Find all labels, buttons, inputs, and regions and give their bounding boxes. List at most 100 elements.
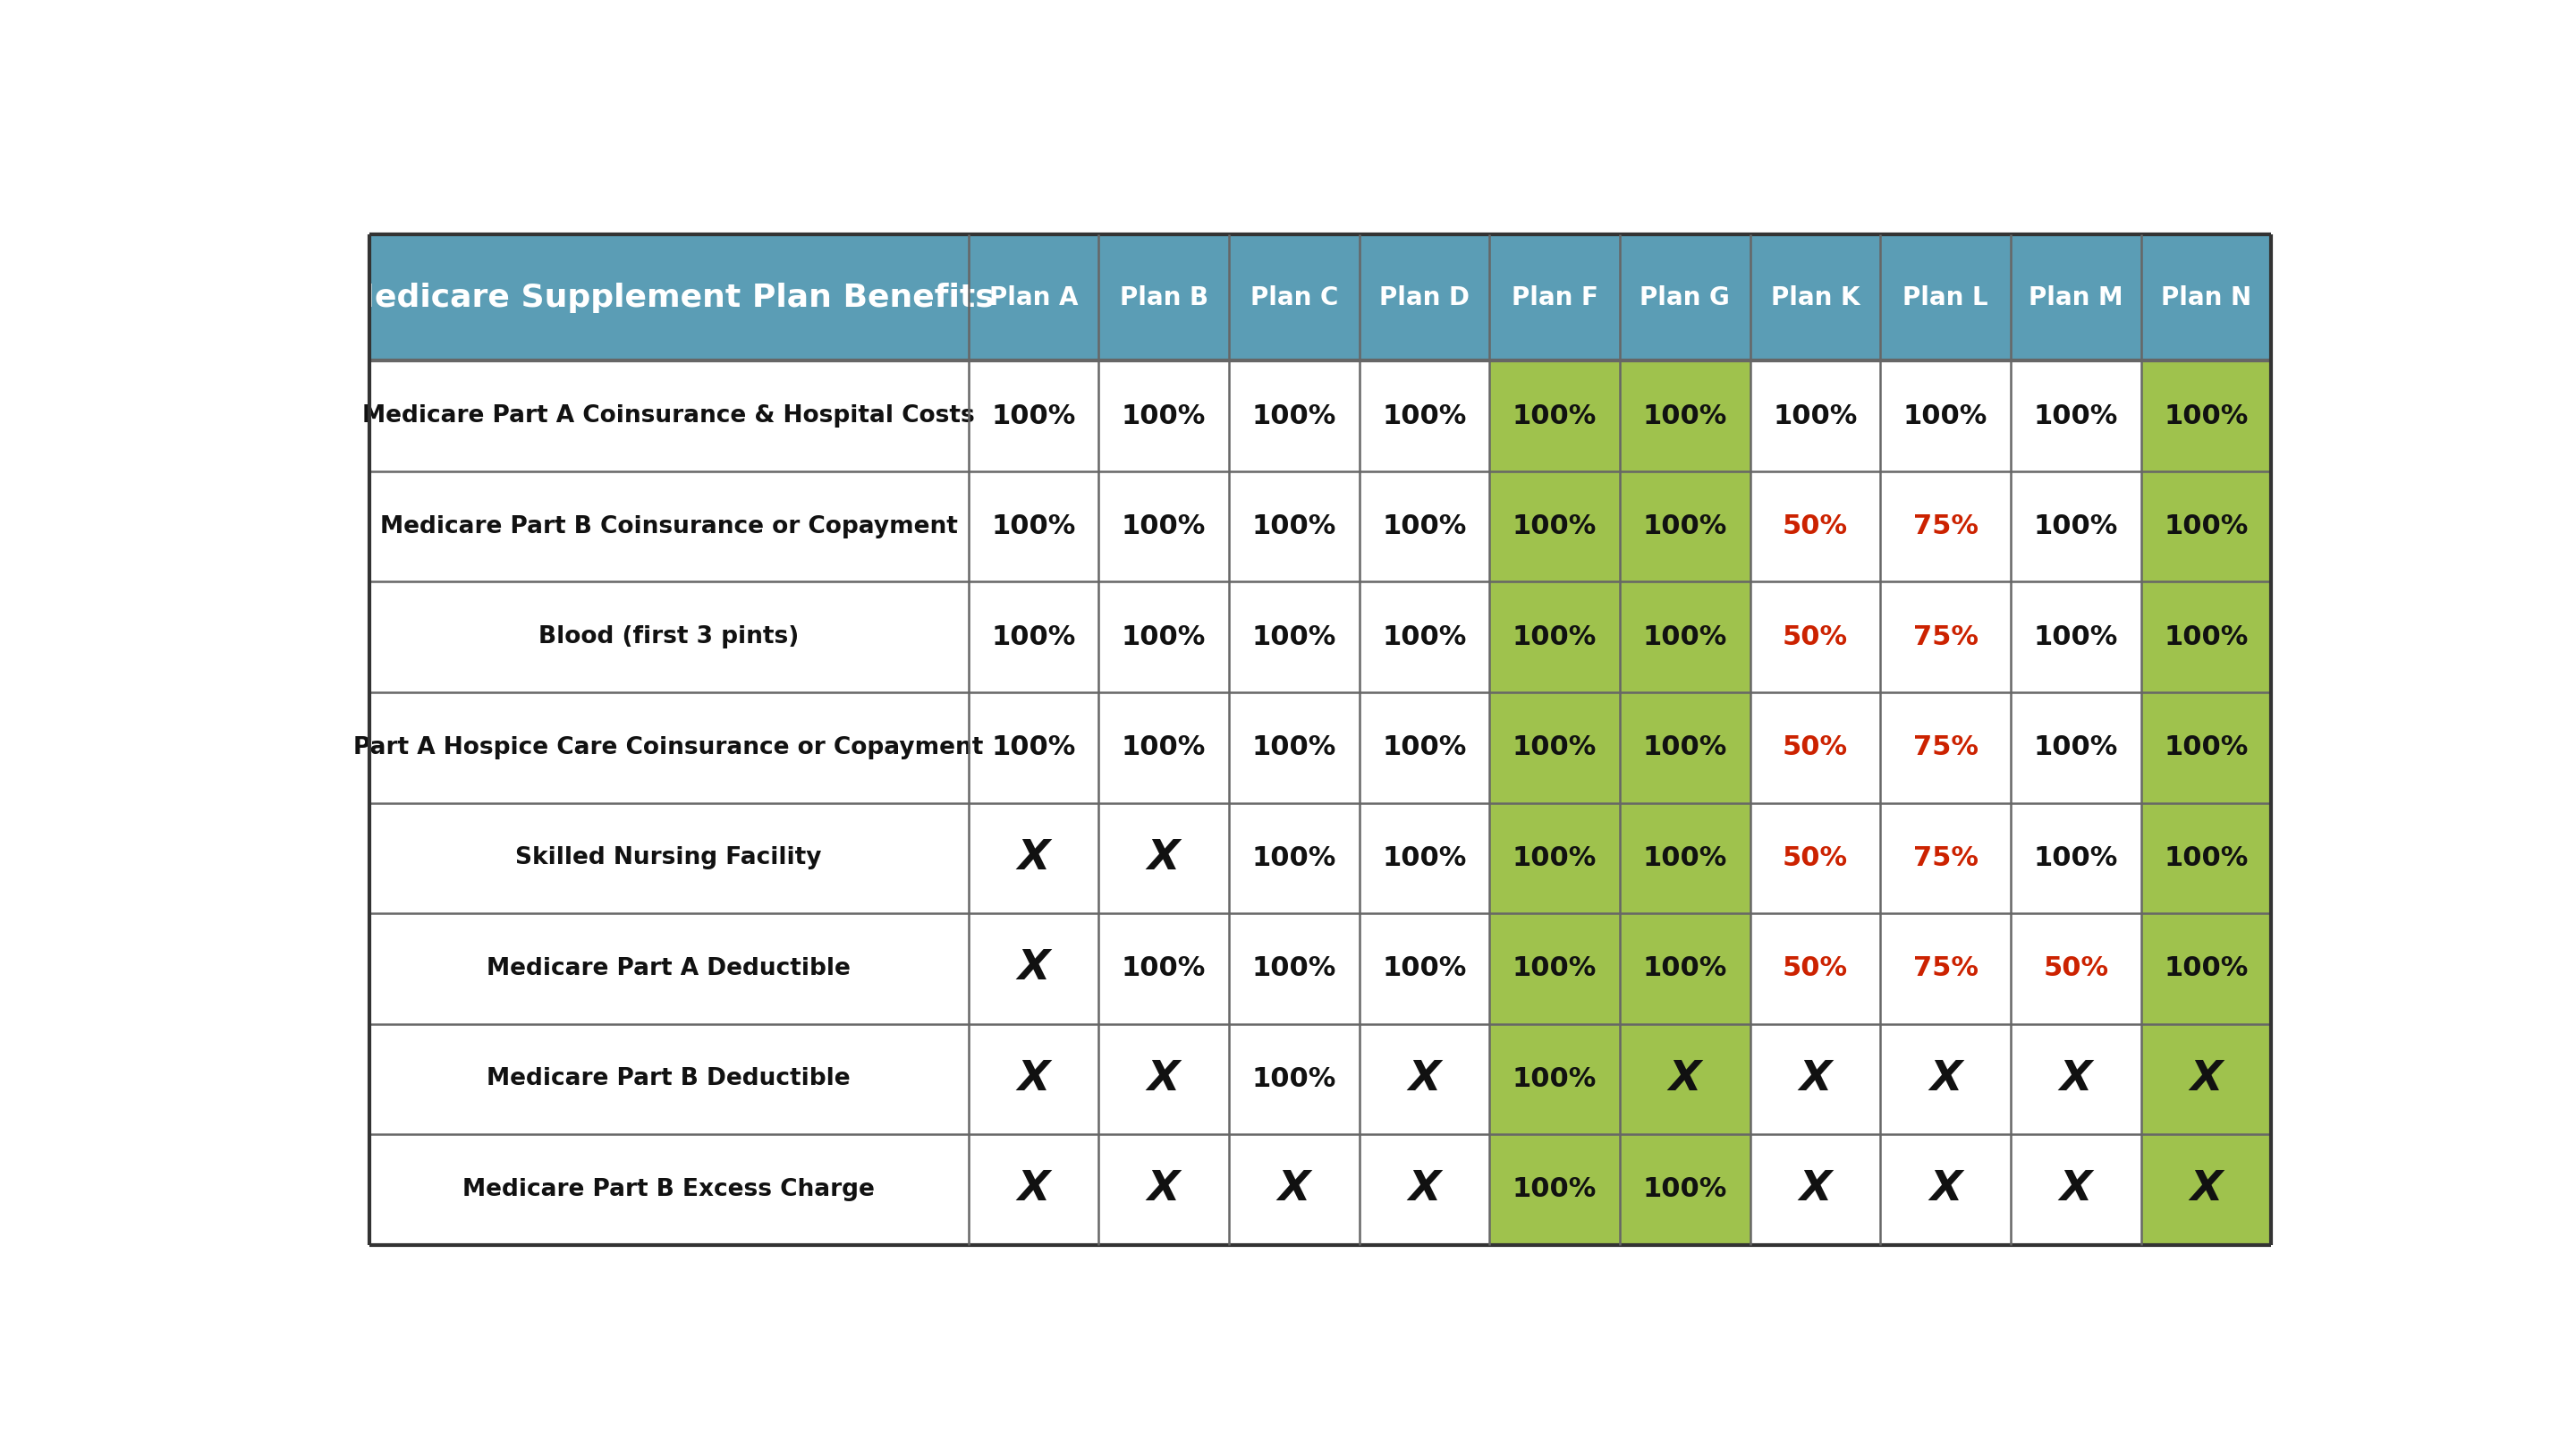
Text: 100%: 100% — [2032, 625, 2117, 651]
Bar — [2012, 913, 2141, 1024]
Text: 75%: 75% — [1914, 735, 1978, 761]
Text: 100%: 100% — [1512, 513, 1597, 539]
Bar — [969, 913, 1097, 1024]
Text: 100%: 100% — [1252, 513, 1337, 539]
Text: 100%: 100% — [1512, 845, 1597, 871]
Text: 100%: 100% — [1643, 1177, 1726, 1203]
Text: 100%: 100% — [1252, 625, 1337, 651]
Text: 50%: 50% — [1783, 625, 1847, 651]
Text: 100%: 100% — [1383, 513, 1466, 539]
Bar — [2141, 471, 2272, 582]
Text: 100%: 100% — [1252, 735, 1337, 761]
Bar — [1749, 913, 1880, 1024]
Bar — [1489, 361, 1620, 471]
Text: X: X — [1018, 949, 1051, 988]
Text: Plan M: Plan M — [2027, 285, 2123, 310]
Text: Plan L: Plan L — [1904, 285, 1989, 310]
Text: 100%: 100% — [1643, 845, 1726, 871]
Bar — [969, 803, 1097, 913]
Text: 100%: 100% — [1383, 403, 1466, 429]
Bar — [2012, 582, 2141, 693]
Text: 100%: 100% — [1643, 625, 1726, 651]
Bar — [1097, 1024, 1229, 1135]
Bar — [1229, 471, 1360, 582]
Text: 50%: 50% — [1783, 513, 1847, 539]
Text: 100%: 100% — [1643, 403, 1726, 429]
Bar — [2012, 803, 2141, 913]
Bar — [1360, 235, 1489, 361]
Text: 100%: 100% — [1512, 955, 1597, 981]
Text: 100%: 100% — [2032, 513, 2117, 539]
Bar — [1880, 913, 2012, 1024]
Bar — [1489, 582, 1620, 693]
Text: 100%: 100% — [1383, 735, 1466, 761]
Text: Part A Hospice Care Coinsurance or Copayment: Part A Hospice Care Coinsurance or Copay… — [353, 736, 984, 759]
Bar — [1620, 361, 1749, 471]
Text: 100%: 100% — [1512, 625, 1597, 651]
Text: X: X — [1409, 1169, 1440, 1210]
Bar — [1880, 1024, 2012, 1135]
Text: 100%: 100% — [992, 403, 1077, 429]
Bar — [1749, 582, 1880, 693]
Text: Medicare Part A Coinsurance & Hospital Costs: Medicare Part A Coinsurance & Hospital C… — [363, 404, 974, 427]
Bar — [969, 1135, 1097, 1245]
Bar — [368, 235, 969, 361]
Bar — [1097, 803, 1229, 913]
Text: 100%: 100% — [992, 735, 1077, 761]
Bar — [1229, 235, 1360, 361]
Text: Plan D: Plan D — [1378, 285, 1468, 310]
Bar — [1620, 582, 1749, 693]
Bar — [1360, 582, 1489, 693]
Text: X: X — [1146, 838, 1180, 878]
Bar — [1097, 361, 1229, 471]
Text: 100%: 100% — [1252, 1066, 1337, 1093]
Bar — [368, 582, 969, 693]
Bar — [1097, 235, 1229, 361]
Text: X: X — [2190, 1169, 2223, 1210]
Bar — [1880, 803, 2012, 913]
Text: 100%: 100% — [2032, 403, 2117, 429]
Bar — [1880, 471, 2012, 582]
Text: X: X — [1018, 1059, 1051, 1100]
Bar — [1880, 235, 2012, 361]
Bar — [1880, 361, 2012, 471]
Bar — [368, 471, 969, 582]
Text: 100%: 100% — [2032, 735, 2117, 761]
Bar — [1880, 693, 2012, 803]
Bar — [2141, 1024, 2272, 1135]
Bar — [2141, 803, 2272, 913]
Bar — [1749, 1135, 1880, 1245]
Text: Blood (first 3 pints): Blood (first 3 pints) — [538, 626, 799, 649]
Text: 75%: 75% — [1914, 513, 1978, 539]
Text: 75%: 75% — [1914, 625, 1978, 651]
Text: 100%: 100% — [1121, 955, 1206, 981]
Text: Plan F: Plan F — [1512, 285, 1597, 310]
Text: Skilled Nursing Facility: Skilled Nursing Facility — [515, 846, 822, 869]
Bar — [1749, 693, 1880, 803]
Text: X: X — [1146, 1169, 1180, 1210]
Bar — [368, 913, 969, 1024]
Text: 100%: 100% — [1383, 845, 1466, 871]
Text: 50%: 50% — [1783, 845, 1847, 871]
Text: Plan B: Plan B — [1121, 285, 1208, 310]
Text: Plan G: Plan G — [1641, 285, 1731, 310]
Bar — [1489, 1135, 1620, 1245]
Text: 100%: 100% — [2164, 403, 2249, 429]
Text: 100%: 100% — [2164, 845, 2249, 871]
Bar — [368, 693, 969, 803]
Bar — [1360, 1135, 1489, 1245]
Bar — [1360, 803, 1489, 913]
Bar — [1360, 1024, 1489, 1135]
Text: X: X — [1278, 1169, 1311, 1210]
Bar — [1489, 235, 1620, 361]
Bar — [2141, 913, 2272, 1024]
Bar — [1097, 471, 1229, 582]
Bar — [1489, 471, 1620, 582]
Bar — [2012, 235, 2141, 361]
Bar — [1749, 361, 1880, 471]
Bar — [1880, 582, 2012, 693]
Bar — [969, 471, 1097, 582]
Bar — [969, 361, 1097, 471]
Text: 75%: 75% — [1914, 845, 1978, 871]
Bar — [1229, 803, 1360, 913]
